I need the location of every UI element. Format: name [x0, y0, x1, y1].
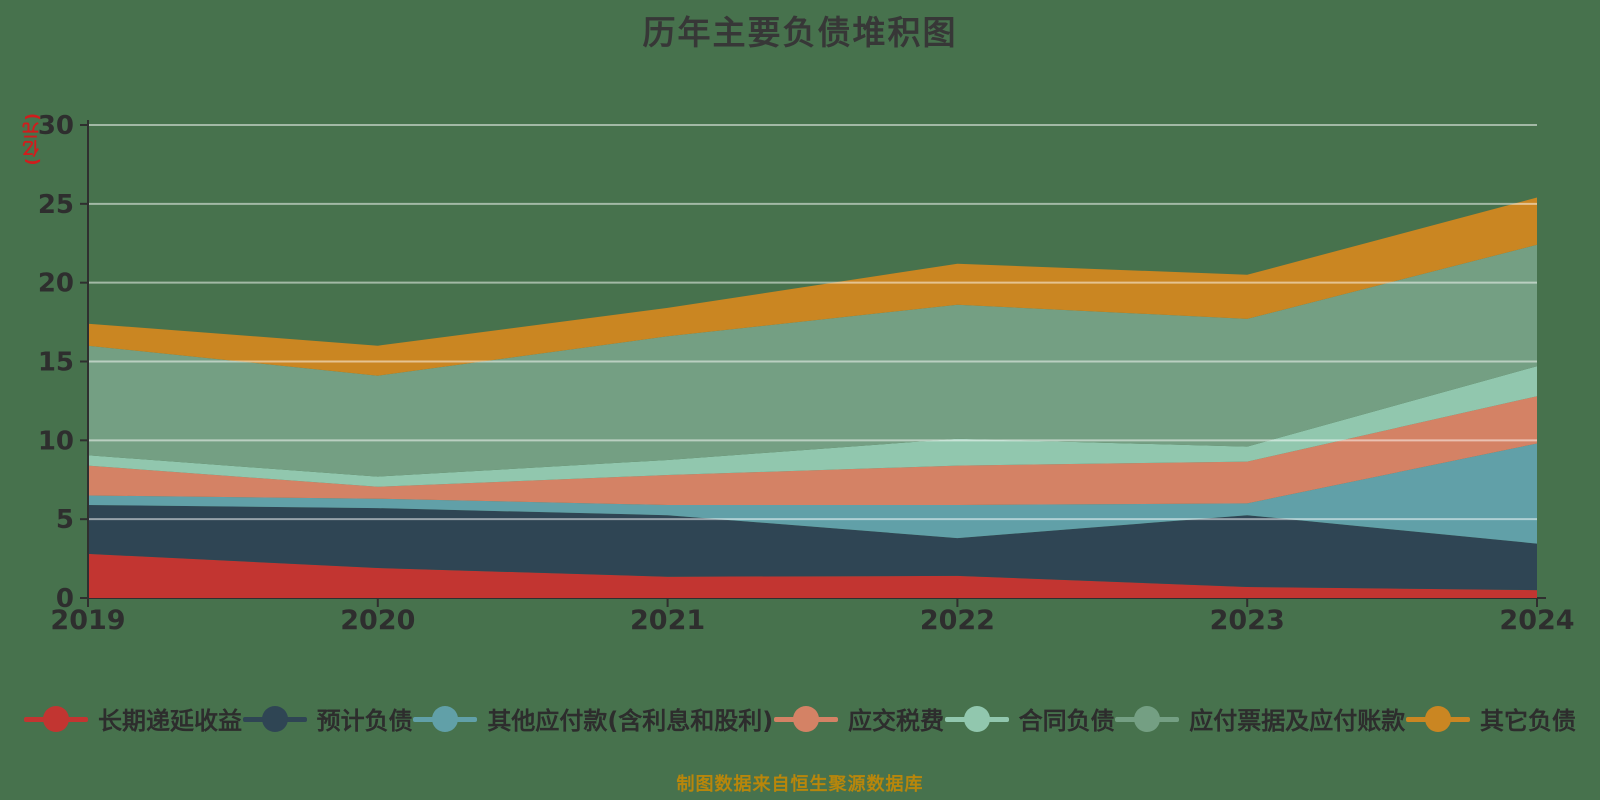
legend-item-label: 长期递延收益	[98, 707, 242, 735]
area-band-0	[88, 553, 1537, 598]
legend-item-label: 合同负债	[1018, 707, 1115, 735]
legend-marker-icon	[944, 705, 1009, 733]
legend-item-2[interactable]: 其他应付款(含利息和股利)	[413, 701, 773, 736]
legend: 长期递延收益 预计负债 其他应付款(含利息和股利) 应交税费 合同负债 应付票据及应付账款…	[24, 701, 1576, 736]
legend-marker-icon	[773, 705, 838, 733]
area-band-6	[88, 197, 1537, 376]
legend-marker-icon	[1115, 705, 1180, 733]
legend-marker-icon	[24, 705, 88, 733]
legend-item-3[interactable]: 应交税费	[773, 701, 944, 736]
area-band-4	[88, 366, 1537, 487]
legend-item-4[interactable]: 合同负债	[944, 701, 1115, 736]
area-band-1	[88, 505, 1537, 591]
chart-title: 历年主要负债堆积图	[642, 13, 958, 52]
x-tick-label: 2021	[630, 605, 705, 636]
y-tick-label: 10	[38, 426, 74, 456]
y-tick-label: 20	[38, 269, 74, 299]
legend-marker-icon	[1405, 705, 1470, 733]
y-tick-label: 15	[38, 348, 74, 378]
y-tick-label: 0	[56, 584, 74, 614]
legend-item-0[interactable]: 长期递延收益	[24, 701, 242, 736]
y-tick-label: 30	[38, 111, 74, 141]
legend-item-6[interactable]: 其它负债	[1405, 701, 1576, 736]
legend-marker-icon	[413, 705, 478, 733]
legend-item-label: 预计负债	[316, 707, 413, 735]
area-band-3	[88, 396, 1537, 505]
legend-marker-icon	[242, 705, 307, 733]
legend-item-label: 其他应付款(含利息和股利)	[487, 707, 774, 735]
y-tick-label: 5	[56, 505, 74, 535]
x-tick-label: 2024	[1499, 605, 1574, 636]
legend-item-1[interactable]: 预计负债	[242, 701, 413, 736]
legend-item-label: 应付票据及应付账款	[1189, 707, 1406, 735]
y-tick-label: 25	[38, 190, 74, 220]
x-tick-label: 2019	[50, 605, 125, 636]
x-tick-label: 2022	[920, 605, 995, 636]
legend-item-label: 其它负债	[1479, 707, 1576, 735]
x-tick-label: 2020	[340, 605, 415, 636]
legend-item-5[interactable]: 应付票据及应付账款	[1115, 701, 1405, 736]
legend-item-label: 应交税费	[847, 707, 944, 735]
x-tick-label: 2023	[1210, 605, 1285, 636]
source-note: 制图数据来自恒生聚源数据库	[676, 774, 924, 795]
